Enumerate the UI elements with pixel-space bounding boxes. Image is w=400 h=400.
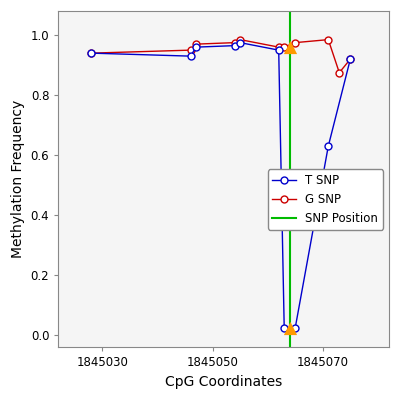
T SNP bbox=[232, 43, 237, 48]
G SNP bbox=[238, 37, 242, 42]
G SNP bbox=[293, 40, 298, 45]
Line: T SNP: T SNP bbox=[88, 39, 354, 331]
G SNP bbox=[188, 48, 193, 52]
Point bbox=[286, 324, 293, 331]
T SNP bbox=[348, 57, 353, 62]
T SNP bbox=[89, 51, 94, 56]
G SNP bbox=[276, 45, 281, 50]
T SNP bbox=[276, 48, 281, 52]
T SNP bbox=[326, 144, 331, 148]
T SNP bbox=[282, 325, 287, 330]
Line: G SNP: G SNP bbox=[88, 36, 354, 76]
T SNP bbox=[238, 40, 242, 45]
X-axis label: CpG Coordinates: CpG Coordinates bbox=[165, 375, 282, 389]
G SNP bbox=[89, 51, 94, 56]
T SNP bbox=[194, 45, 198, 50]
Y-axis label: Methylation Frequency: Methylation Frequency bbox=[11, 100, 25, 258]
G SNP bbox=[337, 70, 342, 75]
G SNP bbox=[194, 42, 198, 46]
T SNP bbox=[293, 325, 298, 330]
G SNP bbox=[348, 57, 353, 62]
Point bbox=[286, 44, 293, 50]
G SNP bbox=[232, 40, 237, 45]
T SNP bbox=[188, 54, 193, 58]
G SNP bbox=[326, 37, 331, 42]
Legend: T SNP, G SNP, SNP Position: T SNP, G SNP, SNP Position bbox=[268, 169, 383, 230]
G SNP bbox=[282, 45, 287, 50]
